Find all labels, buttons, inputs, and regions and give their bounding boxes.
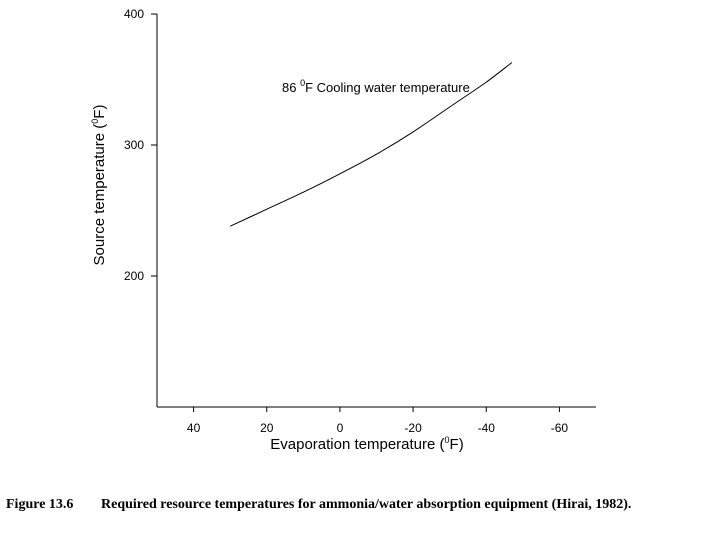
y-axis-title: Source temperature (0F) — [90, 105, 108, 266]
y-ticks: 400 300 200 — [124, 7, 157, 283]
annotation-text-post: F Cooling water temperature — [305, 80, 470, 95]
x-axis-title-main: Evaporation temperature ( — [270, 436, 444, 453]
series-line-cooling-water-86F — [229, 62, 513, 227]
figure-caption: Figure 13.6 Required resource temperature… — [6, 497, 701, 513]
x-axis-title-superscript: 0 — [445, 435, 450, 445]
y-tick-label: 200 — [124, 269, 144, 283]
x-tick-label: 40 — [187, 421, 201, 435]
x-tick-label: 0 — [337, 421, 344, 435]
y-axis-title-main: Source temperature ( — [91, 124, 108, 266]
x-tick-label: -20 — [404, 421, 422, 435]
y-tick-label: 300 — [124, 138, 144, 152]
y-axis-title-superscript: 0 — [90, 119, 100, 124]
curve-annotation: 86 0F Cooling water temperature — [282, 78, 470, 95]
x-tick-label: 20 — [260, 421, 274, 435]
figure-caption-text: Required resource temperatures for ammon… — [101, 497, 632, 512]
figure-number: Figure 13.6 — [6, 497, 74, 512]
y-tick-label: 400 — [124, 7, 144, 21]
y-axis-title-end: F) — [91, 105, 108, 119]
x-axis-title-end: F) — [450, 436, 464, 453]
annotation-text-pre: 86 — [282, 80, 300, 95]
annotation-degree-superscript: 0 — [300, 78, 305, 88]
x-tick-label: -40 — [478, 421, 496, 435]
x-axis-title: Evaporation temperature (0F) — [270, 435, 463, 453]
series-layer — [229, 62, 513, 227]
x-tick-label: -60 — [551, 421, 569, 435]
x-ticks: 40 20 0 -20 -40 -60 — [187, 407, 569, 435]
